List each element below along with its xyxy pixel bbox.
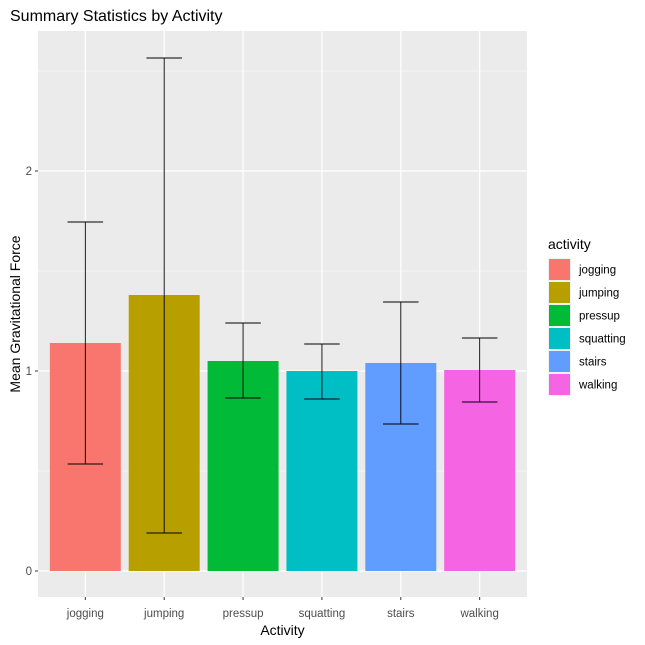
legend-label: jumping <box>578 288 619 300</box>
y-tick-label: 2 <box>26 166 32 178</box>
x-tick-label-squatting: squatting <box>299 608 346 620</box>
legend-item-squatting: squatting <box>548 327 626 350</box>
chart-title: Summary Statistics by Activity <box>10 8 223 25</box>
error-bar-stairs <box>383 301 419 425</box>
legend-swatch <box>549 328 570 349</box>
error-bar-jogging <box>67 221 104 465</box>
error-bars <box>67 57 498 534</box>
legend-label: jogging <box>578 265 616 277</box>
x-axis: jogging jumping pressup squatting stairs walk… <box>66 597 499 620</box>
legend-item-jogging: jogging <box>548 258 616 281</box>
legend-item-stairs: stairs <box>548 350 607 373</box>
y-axis: 0 1 2 <box>26 166 38 578</box>
legend: activity jogging jumping pressup squatting s… <box>548 236 626 396</box>
legend-swatch <box>549 282 570 303</box>
legend-swatch <box>549 305 570 326</box>
error-bar-jumping <box>146 57 182 534</box>
legend-swatch <box>549 374 570 395</box>
legend-swatch <box>549 351 570 372</box>
legend-title: activity <box>548 236 591 252</box>
x-tick-label-jumping: jumping <box>143 608 184 620</box>
legend-item-jumping: jumping <box>548 281 619 304</box>
error-bar-squatting <box>304 343 340 400</box>
x-tick-label-walking: walking <box>459 608 498 620</box>
y-tick-label: 0 <box>26 566 32 578</box>
x-tick-label-jogging: jogging <box>66 608 104 620</box>
legend-swatch <box>549 259 570 280</box>
x-tick-label-pressup: pressup <box>223 608 264 620</box>
bar-walking <box>444 370 516 571</box>
legend-item-pressup: pressup <box>548 304 620 327</box>
legend-label: walking <box>578 380 617 392</box>
legend-label: stairs <box>579 357 607 369</box>
y-tick-label: 1 <box>26 366 32 378</box>
x-axis-title: Activity <box>260 622 304 638</box>
bar-squatting <box>286 371 358 571</box>
legend-label: squatting <box>579 334 626 346</box>
legend-item-walking: walking <box>548 373 617 396</box>
y-axis-title: Mean Gravitational Force <box>7 235 23 392</box>
x-tick-label-stairs: stairs <box>387 608 415 620</box>
legend-label: pressup <box>579 311 620 323</box>
error-bar-walking <box>461 337 498 403</box>
error-bar-pressup <box>225 322 261 399</box>
